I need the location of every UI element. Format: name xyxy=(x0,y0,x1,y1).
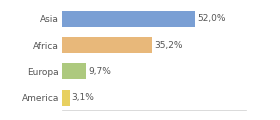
Bar xyxy=(62,63,87,79)
Bar xyxy=(62,11,195,27)
Text: 52,0%: 52,0% xyxy=(197,14,226,23)
Text: 3,1%: 3,1% xyxy=(72,93,94,102)
Text: 9,7%: 9,7% xyxy=(88,67,111,76)
Bar xyxy=(62,90,69,106)
Bar xyxy=(62,37,152,53)
Text: 35,2%: 35,2% xyxy=(154,41,183,50)
